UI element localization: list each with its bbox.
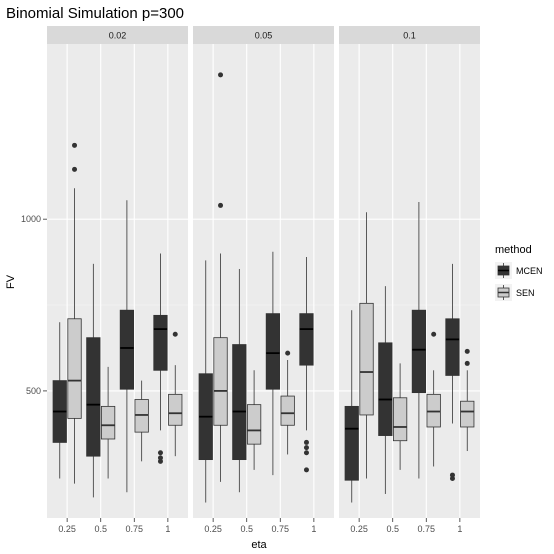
outlier-mcen-0-3-0	[157, 458, 163, 464]
box-body-sen-2-3	[460, 400, 475, 428]
legend-key-mcen	[495, 262, 512, 279]
box-mcen-2-2	[411, 202, 427, 479]
facet-strip-1	[193, 26, 334, 44]
outlier-sen-0-0-0	[72, 166, 78, 172]
outlier-sen-0-0-1	[72, 142, 78, 148]
x-tick-label-0-0: 0.25	[58, 524, 76, 534]
legend-label-sen: SEN	[516, 288, 535, 298]
box-body-mcen-0-2	[119, 309, 135, 390]
legend-label-mcen: MCEN	[516, 266, 543, 276]
outlier-sen-1-0-0	[218, 202, 224, 208]
legend: method MCEN SEN	[495, 244, 543, 301]
box-body-mcen-0-1	[86, 337, 101, 457]
box-sen-1-1	[246, 370, 262, 470]
box-mcen-1-3	[299, 256, 314, 473]
box-body-mcen-1-2	[265, 313, 281, 390]
box-body-mcen-0-3	[153, 314, 168, 371]
box-sen-0-1	[100, 366, 116, 479]
outlier-mcen-1-3-1	[303, 450, 309, 456]
panel-background-0	[47, 44, 188, 518]
outlier-mcen-1-3-3	[303, 439, 309, 445]
box-mcen-1-2	[265, 251, 281, 476]
box-mcen-2-1	[378, 286, 393, 494]
box-sen-0-3	[168, 331, 183, 457]
y-tick-label-0: 500	[26, 386, 41, 396]
box-body-sen-0-0	[67, 318, 82, 419]
x-tick-label-0-1: 0.5	[94, 524, 107, 534]
facet-panels: 0.02 0.05 0.1	[47, 26, 480, 518]
box-mcen-1-0	[198, 260, 213, 503]
box-body-mcen-2-1	[378, 342, 393, 436]
outlier-mcen-1-3-0	[303, 467, 309, 473]
box-body-mcen-1-1	[232, 344, 247, 461]
x-axis-title: eta	[251, 539, 267, 551]
box-sen-0-2	[134, 380, 149, 462]
box-sen-2-2	[426, 331, 441, 467]
box-body-sen-2-1	[392, 397, 408, 442]
box-body-sen-0-1	[100, 405, 116, 440]
box-body-sen-1-0	[213, 337, 228, 426]
box-body-mcen-2-3	[445, 318, 460, 376]
x-tick-label-2-0: 0.25	[350, 524, 368, 534]
box-sen-0-0	[67, 142, 82, 484]
box-body-mcen-1-3	[299, 313, 314, 366]
box-mcen-2-3	[445, 263, 460, 481]
x-tick-label-1-1: 0.5	[240, 524, 253, 534]
y-tick-label-1: 1000	[21, 214, 41, 224]
x-tick-label-2-1: 0.5	[386, 524, 399, 534]
outlier-mcen-2-3-1	[449, 472, 455, 478]
box-body-sen-1-1	[246, 404, 262, 445]
x-tick-label-1-3: 1	[311, 524, 316, 534]
box-mcen-0-3	[153, 253, 168, 464]
box-body-mcen-2-2	[411, 309, 427, 394]
outlier-sen-2-2-0	[431, 331, 437, 337]
box-body-mcen-2-0	[344, 405, 359, 481]
outlier-mcen-2-3-0	[449, 476, 455, 481]
facet-strip-2	[339, 26, 480, 44]
x-tick-label-0-3: 1	[165, 524, 170, 534]
box-body-sen-1-2	[280, 395, 295, 426]
facet-label-2: 0.1	[403, 31, 416, 41]
panel-background-2	[339, 44, 480, 518]
box-mcen-0-1	[86, 263, 101, 498]
x-tick-label-2-2: 0.75	[418, 524, 436, 534]
legend-key-sen	[495, 284, 512, 301]
box-sen-2-3	[460, 348, 475, 452]
box-body-sen-0-3	[168, 393, 183, 426]
box-mcen-0-0	[52, 322, 67, 479]
box-mcen-1-1	[232, 268, 247, 493]
x-tick-label-1-2: 0.75	[272, 524, 290, 534]
facet-strip-0	[47, 26, 188, 44]
outlier-sen-0-3-0	[172, 331, 178, 337]
x-tick-label-0-2: 0.75	[126, 524, 144, 534]
facet-label-0: 0.02	[109, 31, 127, 41]
box-mcen-0-2	[119, 200, 135, 493]
outlier-mcen-0-3-1	[157, 455, 163, 461]
chart-title: Binomial Simulation p=300	[6, 5, 184, 22]
box-sen-2-1	[392, 363, 408, 470]
box-sen-2-0	[359, 212, 374, 479]
x-tick-label-1-0: 0.25	[204, 524, 222, 534]
box-mcen-2-0	[344, 310, 359, 503]
panel-background-1	[193, 44, 334, 518]
box-sen-1-2	[280, 350, 295, 455]
outlier-sen-2-3-1	[464, 348, 470, 354]
outlier-sen-1-0-1	[218, 72, 224, 78]
outlier-mcen-0-3-2	[157, 450, 163, 456]
legend-title: method	[495, 244, 532, 256]
x-tick-label-2-3: 1	[457, 524, 462, 534]
outlier-sen-1-2-0	[285, 350, 291, 356]
box-body-sen-2-0	[359, 302, 374, 416]
box-sen-1-0	[213, 72, 228, 482]
outlier-mcen-1-3-2	[303, 445, 309, 451]
y-axis-title: FV	[5, 274, 17, 289]
facet-label-1: 0.05	[255, 31, 273, 41]
outlier-sen-2-3-0	[464, 360, 470, 366]
